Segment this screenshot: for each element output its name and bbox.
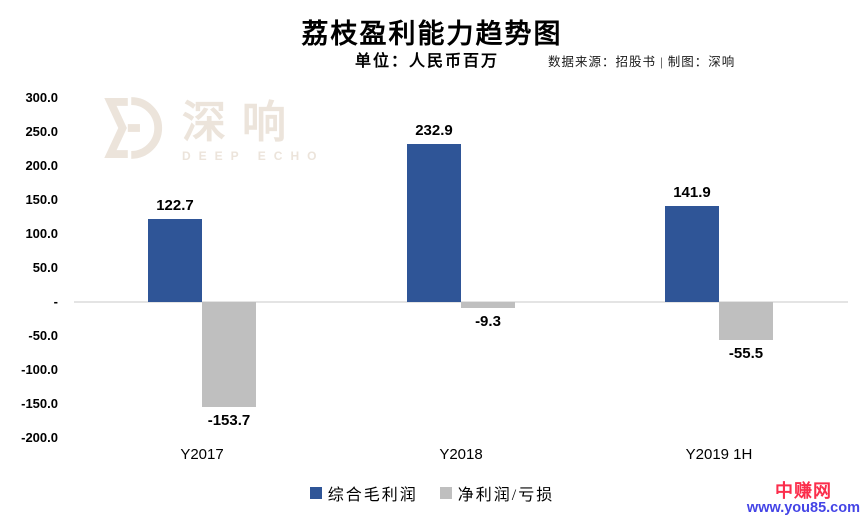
y-axis-tick-label: -100.0 xyxy=(21,362,58,377)
y-axis-tick-label: 300.0 xyxy=(25,90,58,105)
site-stamp: 中赚网 www.you85.com xyxy=(746,480,860,516)
legend-item-gross-profit: 综合毛利润 xyxy=(309,481,418,505)
x-axis-label-Y2019 1H: Y2019 1H xyxy=(685,446,753,463)
legend-item-net-profit: 净利润/亏损 xyxy=(439,481,555,505)
y-axis-tick-label: -200.0 xyxy=(21,430,58,445)
y-axis-tick-label: 200.0 xyxy=(25,158,58,173)
bar-value-label: 122.7 xyxy=(156,196,194,214)
y-axis-tick-label: 50.0 xyxy=(32,260,58,275)
x-axis-label-Y2018: Y2018 xyxy=(439,446,483,463)
y-axis-tick-label: 250.0 xyxy=(25,124,58,139)
bar-综合毛利润-Y2018 xyxy=(407,143,461,302)
chart-unit-subtitle: 单位：人民币百万 xyxy=(355,53,500,70)
bar-净利润/亏损-Y2019 1H xyxy=(719,302,773,340)
legend-label: 综合毛利润 xyxy=(327,487,418,504)
y-axis-tick-label: - xyxy=(53,294,58,309)
bar-净利润/亏损-Y2017 xyxy=(202,302,256,407)
bar-value-label: -55.5 xyxy=(728,344,764,362)
legend-label: 净利润/亏损 xyxy=(457,487,555,504)
site-name: 中赚网 xyxy=(774,480,832,501)
y-axis-tick-label: 100.0 xyxy=(25,226,58,241)
bar-value-label: 141.9 xyxy=(673,183,711,201)
legend-swatch-net-profit xyxy=(439,487,452,499)
bar-value-label: -153.7 xyxy=(207,411,251,429)
legend-swatch-gross-profit xyxy=(309,487,322,499)
y-axis-tick-label: 150.0 xyxy=(25,192,58,207)
chart-legend: 综合毛利润 净利润/亏损 xyxy=(0,482,864,504)
bar-综合毛利润-Y2019 1H xyxy=(665,205,719,302)
data-source-credit: 数据来源：招股书 | 制图：深响 xyxy=(548,55,736,69)
y-axis-tick-label: -150.0 xyxy=(21,396,58,411)
chart-title: 荔枝盈利能力趋势图 xyxy=(301,19,563,49)
bar-综合毛利润-Y2017 xyxy=(148,218,202,302)
bar-value-label: -9.3 xyxy=(475,313,501,331)
y-axis-tick-label: -50.0 xyxy=(28,328,58,343)
bar-净利润/亏损-Y2018 xyxy=(461,302,515,309)
x-axis-label-Y2017: Y2017 xyxy=(180,446,224,463)
site-url: www.you85.com xyxy=(746,499,860,516)
bar-value-label: 232.9 xyxy=(415,121,453,139)
